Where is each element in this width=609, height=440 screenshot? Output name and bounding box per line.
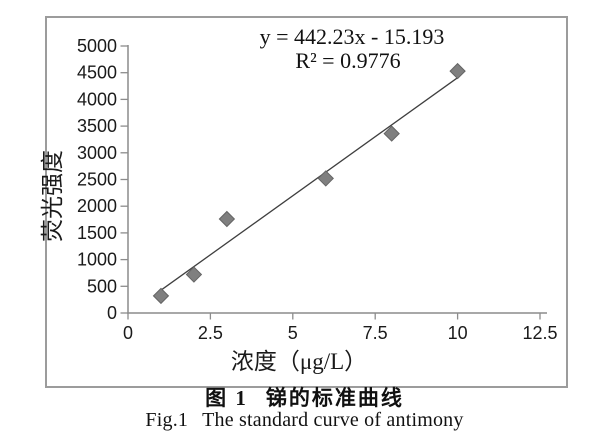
x-axis-tick-label: 0 bbox=[123, 323, 133, 343]
y-axis-tick-label: 5000 bbox=[77, 36, 117, 56]
data-point-marker bbox=[185, 266, 203, 283]
figure-number-en: Fig.1 bbox=[145, 409, 189, 431]
x-axis-title: 浓度（μg/L） bbox=[231, 349, 367, 374]
r-squared-label: R² = 0.9776 bbox=[295, 48, 400, 73]
data-point-marker bbox=[218, 210, 236, 228]
data-point-marker bbox=[317, 170, 334, 187]
y-axis-tick-label: 0 bbox=[107, 303, 117, 323]
x-axis-tick-label: 7.5 bbox=[363, 323, 388, 343]
y-axis-tick-label: 1500 bbox=[77, 223, 117, 243]
figure-title-cn: 锑的标准曲线 bbox=[265, 386, 404, 410]
x-axis-tick-label: 10 bbox=[448, 323, 468, 343]
chart-frame bbox=[45, 16, 568, 388]
y-axis-tick-label: 4000 bbox=[77, 89, 117, 109]
y-axis-tick-label: 1000 bbox=[77, 250, 117, 270]
figure-number-cn: 图 1 bbox=[205, 386, 248, 410]
y-axis-tick-label: 3000 bbox=[77, 143, 117, 163]
y-axis-tick-label: 4500 bbox=[77, 63, 117, 83]
trendline bbox=[160, 77, 458, 291]
x-axis-tick-label: 12.5 bbox=[522, 323, 557, 343]
data-point-marker bbox=[449, 62, 466, 80]
data-point-marker bbox=[383, 125, 400, 142]
x-axis-tick-label: 2.5 bbox=[198, 323, 223, 343]
y-axis-tick-label: 3500 bbox=[77, 116, 117, 136]
y-axis-tick-label: 500 bbox=[87, 276, 117, 296]
data-point-marker bbox=[152, 287, 170, 305]
y-axis-tick-label: 2000 bbox=[77, 196, 117, 216]
figure-caption-en: Fig.1 The standard curve of antimony bbox=[0, 409, 609, 432]
y-axis-tick-label: 2500 bbox=[77, 170, 117, 190]
figure-caption-cn: 图 1 锑的标准曲线 bbox=[0, 387, 609, 409]
trendline-equation-label: y = 442.23x - 15.193 bbox=[260, 24, 445, 49]
standard-curve-chart: 0 500 1000 1500 2000 2500 3000 3500 4000 4500 5000… bbox=[40, 16, 568, 388]
figure-title-en: The standard curve of antimony bbox=[202, 409, 464, 431]
figure-captions: 图 1 锑的标准曲线 Fig.1 The standard curve of ant… bbox=[0, 387, 609, 432]
x-axis-tick-label: 5 bbox=[288, 323, 298, 343]
y-axis-title: 荧光强度 bbox=[40, 150, 65, 242]
